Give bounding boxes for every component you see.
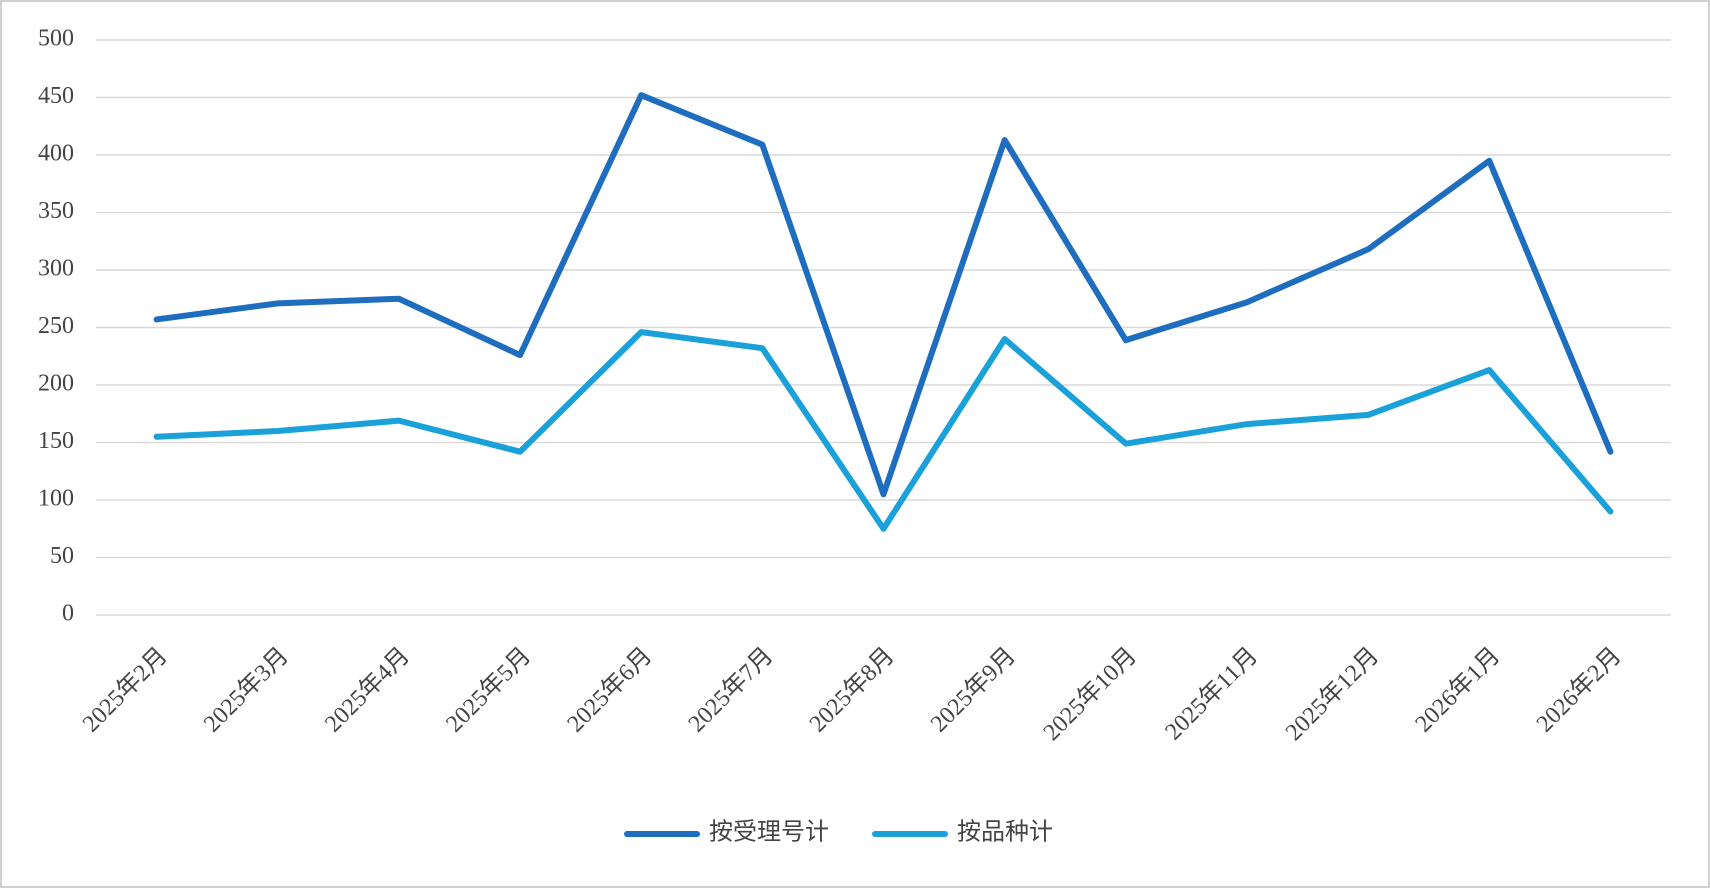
y-tick-label: 50	[50, 543, 74, 569]
y-tick-label: 150	[38, 428, 74, 454]
series-line	[153, 92, 1614, 498]
series-line	[153, 329, 1614, 532]
y-tick-label: 500	[38, 26, 74, 52]
y-tick-label: 400	[38, 141, 74, 167]
y-tick-label: 250	[38, 313, 74, 339]
y-tick-label: 100	[38, 486, 74, 512]
y-tick-label: 0	[62, 601, 74, 627]
y-tick-label: 450	[38, 83, 74, 109]
y-tick-label: 300	[38, 256, 74, 282]
legend-label: 按受理号计	[709, 819, 829, 846]
legend-label: 按品种计	[957, 819, 1053, 846]
y-tick-label: 350	[38, 198, 74, 224]
y-tick-label: 200	[38, 371, 74, 397]
